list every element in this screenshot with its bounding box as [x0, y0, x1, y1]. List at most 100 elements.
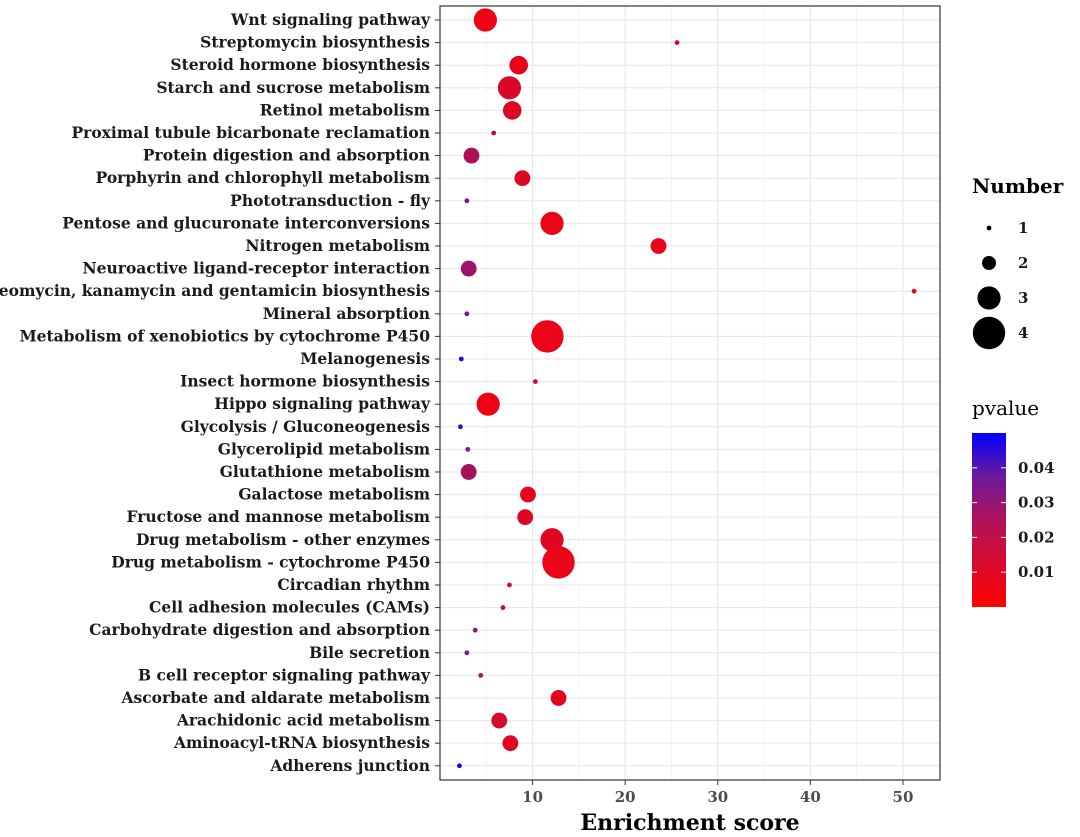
grid	[440, 6, 940, 780]
y-tick-label: B cell receptor signaling pathway	[138, 665, 431, 684]
size-legend-items: 1 2 3 4	[972, 219, 1028, 350]
data-point	[550, 690, 567, 706]
y-tick-label: Wnt signaling pathway	[230, 10, 431, 29]
y-tick-label: Nitrogen metabolism	[245, 236, 430, 255]
color-legend-tick-label: 0.04	[1018, 459, 1055, 477]
size-legend-label: 2	[1018, 254, 1028, 272]
x-axis: 10 20 30 40 50	[522, 780, 913, 806]
data-points	[457, 8, 917, 769]
x-tick-label: 10	[522, 788, 543, 806]
data-point	[500, 605, 506, 610]
data-point	[491, 130, 497, 136]
y-tick-label: Aminoacyl-tRNA biosynthesis	[173, 733, 430, 752]
y-tick-label: Cell adhesion molecules (CAMs)	[149, 598, 430, 617]
y-tick-label: Bile secretion	[309, 643, 430, 662]
data-point	[509, 55, 529, 75]
data-point	[514, 170, 531, 187]
data-point	[911, 288, 917, 294]
y-tick-label: Drug metabolism - cytochrome P450	[111, 552, 430, 571]
y-tick-label: Porphyrin and chlorophyll metabolism	[96, 168, 431, 187]
data-point	[520, 486, 536, 503]
y-axis: Wnt signaling pathway Streptomycin biosyn…	[0, 10, 440, 775]
y-tick-label: Insect hormone biosynthesis	[180, 372, 430, 391]
data-point	[517, 509, 534, 526]
data-point	[460, 260, 477, 277]
y-tick-label: Circadian rhythm	[277, 575, 430, 594]
data-point	[460, 464, 477, 480]
y-tick-label: Pentose and glucuronate interconversions	[62, 213, 430, 232]
size-legend-dot	[977, 286, 1001, 310]
y-tick-label: Steroid hormone biosynthesis	[170, 55, 430, 74]
data-point	[457, 424, 463, 430]
data-point	[464, 650, 470, 656]
y-tick-label: Carbohydrate digestion and absorption	[89, 620, 430, 639]
x-tick-label: 20	[615, 788, 636, 806]
size-legend-label: 4	[1018, 324, 1028, 342]
y-tick-label: Retinol metabolism	[260, 100, 431, 119]
data-point	[542, 546, 575, 579]
y-tick-label: Proximal tubule bicarbonate reclamation	[72, 123, 430, 142]
y-tick-label: Glutathione metabolism	[220, 462, 431, 481]
data-point	[457, 763, 462, 769]
y-tick-label: Starch and sucrose metabolism	[156, 78, 430, 97]
data-point	[497, 76, 522, 100]
color-legend: pvalue 0.01 0.02 0.03 0.04	[972, 396, 1055, 607]
y-tick-label: Glycolysis / Gluconeogenesis	[181, 417, 431, 436]
y-tick-label: Melanogenesis	[300, 349, 430, 368]
y-tick-label: Galactose metabolism	[238, 485, 430, 504]
y-tick-label: Protein digestion and absorption	[143, 146, 430, 165]
y-tick-label: Arachidonic acid metabolism	[176, 711, 431, 730]
data-point	[478, 672, 484, 678]
data-point	[674, 40, 680, 46]
data-point	[464, 311, 470, 317]
data-point	[540, 528, 564, 552]
size-legend-title: Number	[972, 174, 1064, 198]
data-point	[476, 392, 500, 416]
y-tick-label: Fructose and mannose metabolism	[127, 507, 431, 526]
size-legend-label: 1	[1018, 219, 1028, 237]
y-tick-label: Phototransduction - fly	[230, 191, 431, 210]
y-tick-label: Neuroactive ligand-receptor interaction	[82, 259, 430, 278]
y-tick-label: Hippo signaling pathway	[214, 394, 431, 413]
size-legend-label: 3	[1018, 289, 1028, 307]
y-tick-label: Adherens junction	[269, 756, 430, 775]
data-point	[472, 627, 478, 633]
y-tick-label: Metabolism of xenobiotics by cytochrome …	[19, 326, 430, 345]
y-tick-label: Ascorbate and aldarate metabolism	[120, 688, 430, 707]
y-tick-label: Glycerolipid metabolism	[218, 439, 431, 458]
size-legend-dot	[986, 225, 992, 231]
x-axis-title: Enrichment score	[580, 810, 799, 836]
color-legend-bar	[972, 433, 1006, 607]
data-point	[532, 379, 538, 384]
data-point	[473, 8, 497, 32]
x-tick-label: 30	[707, 788, 728, 806]
color-legend-title: pvalue	[972, 396, 1039, 420]
size-legend: Number 1 2 3 4	[972, 174, 1064, 350]
data-point	[464, 198, 470, 204]
y-tick-label: Neomycin, kanamycin and gentamicin biosy…	[0, 281, 430, 300]
plot-border	[439, 5, 941, 781]
plot-background	[440, 6, 940, 780]
data-point	[491, 712, 508, 729]
data-point	[502, 101, 522, 120]
data-point	[540, 211, 564, 235]
y-tick-label: Streptomycin biosynthesis	[200, 33, 430, 52]
x-tick-label: 40	[800, 788, 821, 806]
color-legend-tick-label: 0.01	[1018, 563, 1055, 581]
data-point	[458, 356, 464, 362]
y-tick-label: Drug metabolism - other enzymes	[136, 530, 430, 549]
data-point	[502, 735, 519, 752]
data-point	[463, 147, 480, 164]
size-legend-dot	[982, 256, 996, 270]
x-tick-label: 50	[893, 788, 914, 806]
data-point	[531, 320, 564, 353]
color-legend-tick-label: 0.03	[1018, 494, 1055, 512]
data-point	[507, 582, 512, 588]
color-legend-tick-label: 0.02	[1018, 528, 1055, 546]
y-tick-label: Mineral absorption	[263, 304, 430, 323]
color-legend-ticks: 0.01 0.02 0.03 0.04	[972, 459, 1055, 581]
size-legend-dot	[972, 316, 1006, 350]
data-point	[650, 238, 667, 254]
data-point	[465, 446, 471, 452]
